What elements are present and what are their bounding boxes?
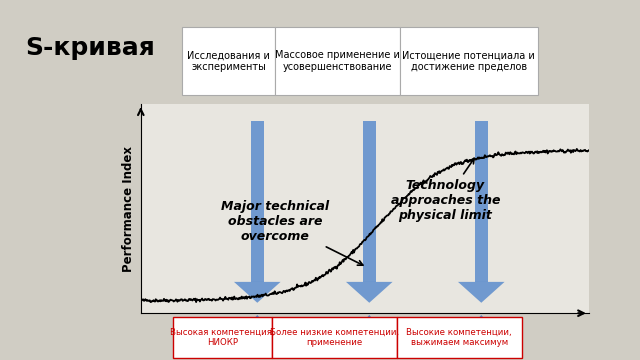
Bar [251,121,264,282]
Polygon shape [458,282,504,303]
Bar [475,121,488,282]
Polygon shape [346,282,392,303]
Y-axis label: Performance Index: Performance Index [122,146,135,272]
Text: Более низкие компетенции,
применение: Более низкие компетенции, применение [270,328,399,347]
Text: Истощение потенциала и
достижение пределов: Истощение потенциала и достижение предел… [403,50,535,72]
Polygon shape [234,282,280,303]
Text: S-кривая: S-кривая [26,36,156,60]
Text: Высокие компетенции,
выжимаем максимум: Высокие компетенции, выжимаем максимум [406,328,512,347]
Text: Исследования и
эксперименты: Исследования и эксперименты [188,50,270,72]
Text: Technology
approaches the
physical limit: Technology approaches the physical limit [390,158,500,222]
Text: Major technical
obstacles are
overcome: Major technical obstacles are overcome [221,200,363,265]
Text: Массовое применение и
усовершенствование: Массовое применение и усовершенствование [275,50,400,72]
X-axis label: Tim e: Tim e [341,319,388,334]
Bar [363,121,376,282]
Text: Высокая компетенция,
НИОКР: Высокая компетенция, НИОКР [170,328,275,347]
